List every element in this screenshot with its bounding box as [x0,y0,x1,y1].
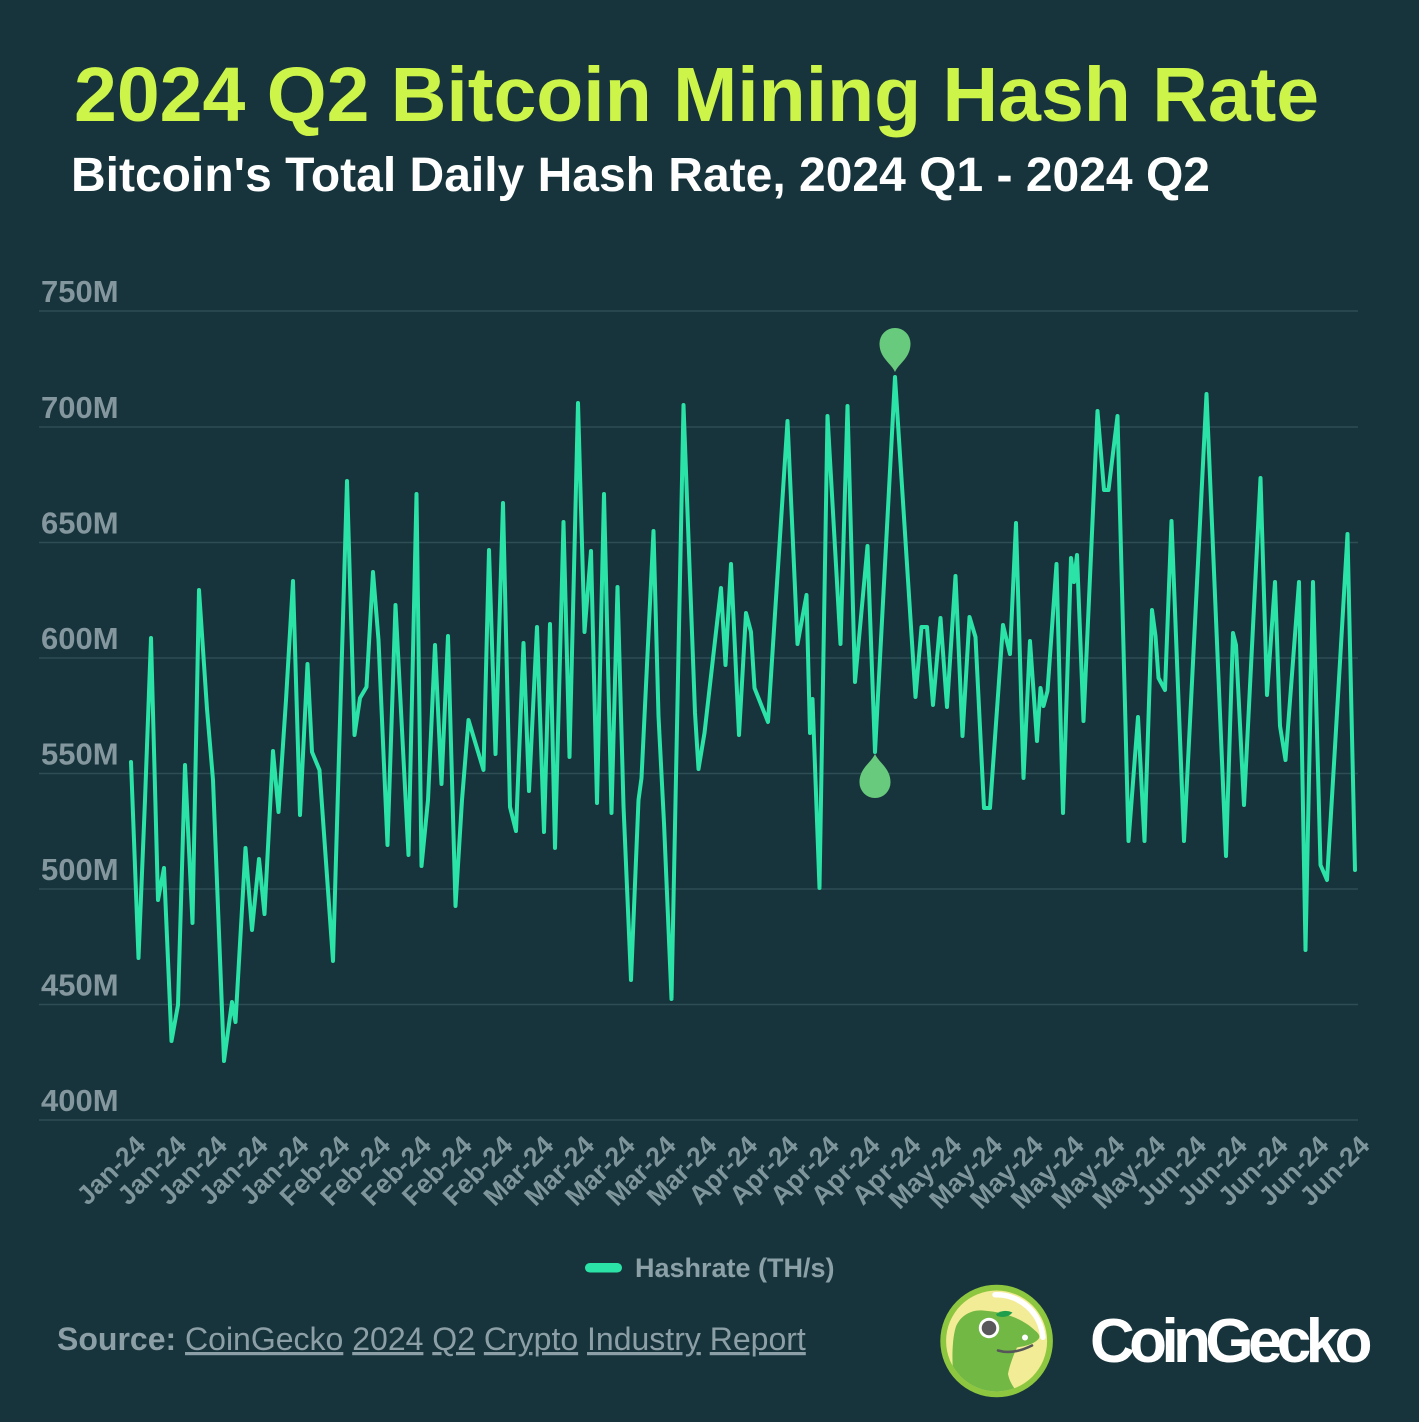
svg-text:750M: 750M [41,274,119,309]
svg-text:650M: 650M [41,506,119,541]
svg-text:CoinGecko: CoinGecko [1090,1307,1371,1376]
svg-text:Source: CoinGecko 2024 Q2 Cryp: Source: CoinGecko 2024 Q2 Crypto Industr… [57,1321,806,1357]
svg-text:700M: 700M [41,390,119,425]
svg-text:600M: 600M [41,621,119,656]
svg-text:Bitcoin's Total Daily Hash Rat: Bitcoin's Total Daily Hash Rate, 2024 Q1… [71,149,1210,202]
svg-text:500M: 500M [41,852,119,887]
svg-text:Hashrate (TH/s): Hashrate (TH/s) [635,1253,835,1283]
svg-text:550M: 550M [41,737,119,772]
svg-text:450M: 450M [41,968,119,1003]
svg-text:2024 Q2 Bitcoin Mining Hash Ra: 2024 Q2 Bitcoin Mining Hash Rate [74,52,1319,138]
svg-text:400M: 400M [41,1083,119,1118]
